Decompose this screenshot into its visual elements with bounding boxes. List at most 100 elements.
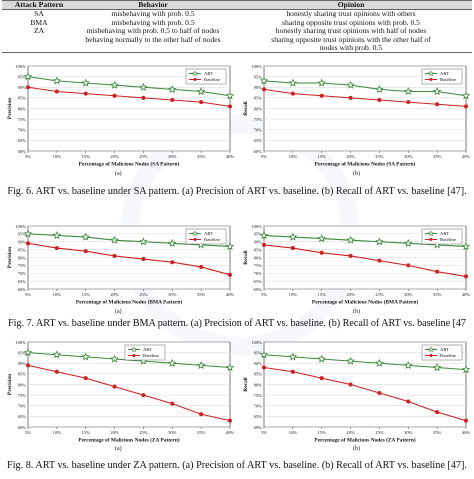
legend-label: ART — [440, 231, 449, 236]
data-point-baseline — [199, 412, 204, 417]
x-tick-label: 10% — [289, 430, 298, 435]
data-point-art — [168, 84, 177, 93]
fig6-chart-a: 60% 65% 70% 75% 80% 85% 90% 95% 100% 5% 10% 15% 20% 2… — [4, 63, 234, 171]
data-point-baseline — [290, 91, 295, 96]
y-tick-label: 60% — [254, 149, 263, 154]
y-tick-label: 90% — [254, 361, 263, 366]
data-point-baseline — [463, 104, 469, 109]
series-line-art — [263, 354, 467, 371]
data-point-baseline — [199, 264, 204, 270]
x-tick-label: 15% — [82, 292, 91, 297]
fig6-chart-b: 60% 65% 70% 75% 80% 85% 90% 95% 100% 5% 10% 15% 20% 2… — [240, 63, 470, 171]
y-tick-label: 85% — [18, 96, 27, 101]
data-point-baseline — [261, 87, 267, 92]
data-point-art — [81, 352, 90, 361]
x-tick-label: 15% — [82, 154, 91, 159]
series-line-art — [263, 234, 467, 248]
data-point-baseline — [83, 249, 88, 254]
y-tick-label: 85% — [254, 96, 263, 101]
row-sa-behavior: misbehaving with prob. 0.5 — [111, 9, 195, 19]
y-tick-label: 85% — [18, 372, 27, 377]
x-axis-label: Percentage of Malicious Nodes (ZA Patter… — [314, 437, 415, 444]
x-tick-label: 35% — [433, 154, 442, 159]
series-line-baseline — [263, 244, 467, 277]
y-tick-label: 100% — [251, 64, 262, 69]
data-point-baseline — [227, 272, 233, 277]
y-tick-label: 60% — [18, 149, 27, 154]
data-point-baseline — [377, 97, 382, 103]
y-tick-label: 100% — [15, 340, 26, 345]
legend-star-marker — [427, 70, 435, 77]
data-point-baseline — [227, 104, 233, 109]
series-line-baseline — [263, 88, 467, 107]
data-point-art — [346, 235, 355, 244]
y-tick-label: 60% — [18, 287, 27, 292]
legend-label: Baseline — [204, 237, 220, 242]
y-tick-label: 70% — [18, 271, 27, 276]
y-tick-label: 95% — [18, 350, 27, 355]
fig8-caption: Fig. 8. ART vs. baseline under ZA patter… — [7, 460, 467, 471]
x-tick-label: 20% — [110, 430, 119, 435]
data-point-baseline — [141, 95, 146, 100]
legend-star-marker — [191, 230, 199, 237]
data-point-baseline — [348, 253, 353, 259]
row-bma-behavior: misbehaving with prob. 0.5 — [111, 17, 195, 27]
data-point-art — [168, 358, 177, 367]
x-tick-label: 20% — [110, 154, 119, 159]
y-tick-label: 90% — [254, 240, 263, 245]
chart-svg: 60% 65% 70% 75% 80% 85% 90% 95% 100% 5% 10% 15% 20% 2… — [243, 64, 471, 168]
data-point-baseline — [83, 376, 88, 381]
x-tick-label: 25% — [375, 292, 384, 297]
legend-label: ART — [143, 347, 152, 352]
data-point-art — [461, 91, 471, 100]
row-sa-pattern: SA — [34, 9, 44, 19]
data-point-art — [139, 237, 148, 246]
x-tick-label: 15% — [318, 154, 327, 159]
table-row: ZA misbehaving with prob. 0.5 to half of… — [2, 26, 472, 54]
data-point-art — [225, 242, 235, 251]
data-point-baseline — [348, 95, 353, 100]
y-tick-label: 90% — [254, 85, 263, 90]
x-tick-label: 35% — [197, 154, 206, 159]
data-point-art — [317, 78, 326, 87]
fig6-sub-b: (b) — [353, 171, 360, 177]
fig7-chart-b: 60% 65% 70% 75% 80% 85% 90% 95% 100% 5% 10% 15% 20% 2… — [240, 223, 470, 309]
x-axis-label: Percentage of Malicious Nodes (BMA Patte… — [312, 299, 419, 306]
y-tick-label: 65% — [254, 138, 263, 143]
x-tick-label: 30% — [168, 430, 177, 435]
y-tick-label: 75% — [18, 393, 27, 398]
data-point-art — [317, 354, 326, 363]
row-za-opinion-line: sharing opposite trust opinions with the… — [271, 34, 431, 44]
data-point-art — [259, 231, 269, 240]
y-tick-label: 80% — [18, 255, 27, 260]
legend-circle-marker — [429, 238, 433, 241]
legend-circle-marker — [132, 354, 136, 357]
data-point-baseline — [377, 390, 382, 396]
x-axis-label: Percentage of Malicious Nodes (SA Patter… — [315, 161, 416, 168]
x-tick-label: 20% — [346, 154, 355, 159]
data-point-art — [461, 365, 471, 374]
y-tick-label: 80% — [18, 382, 27, 387]
data-point-art — [196, 360, 206, 369]
x-axis-label: Percentage of Malicious Nodes (ZA Patter… — [78, 437, 179, 444]
fig8-chart-b: 60% 65% 70% 75% 80% 85% 90% 95% 100% 5% 10% 15% 20% 2… — [240, 339, 470, 447]
y-axis-label: Recall — [243, 377, 249, 392]
y-axis-label: Recall — [243, 101, 249, 116]
data-point-baseline — [290, 369, 295, 374]
x-tick-label: 15% — [318, 430, 327, 435]
row-za-opinion-line: nodes with prob. 0.5 — [319, 43, 383, 53]
data-point-art — [23, 72, 33, 81]
x-tick-label: 30% — [404, 154, 413, 159]
y-tick-label: 70% — [254, 271, 263, 276]
data-point-art — [110, 235, 119, 244]
legend-label: Baseline — [440, 353, 456, 358]
y-tick-label: 80% — [254, 255, 263, 260]
row-za-behavior: misbehaving with prob. 0.5 to half of no… — [76, 26, 230, 54]
data-point-art — [404, 238, 413, 247]
y-axis-label: Precision — [7, 247, 13, 268]
y-tick-label: 80% — [254, 106, 263, 111]
data-point-art — [375, 237, 384, 246]
fig6-caption: Fig. 6. ART vs. baseline under SA patter… — [7, 186, 467, 197]
data-point-baseline — [463, 418, 469, 423]
data-point-baseline — [112, 253, 117, 259]
